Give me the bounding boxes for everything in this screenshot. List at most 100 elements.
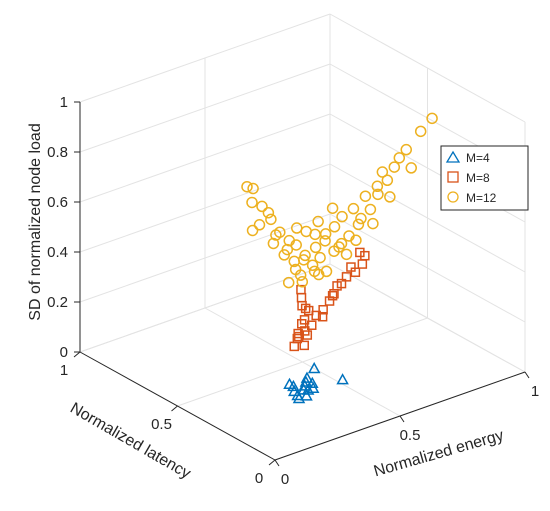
data-point-m4 — [300, 371, 314, 383]
x-tick-mark — [274, 459, 280, 467]
data-point-m12 — [388, 161, 401, 173]
circle-marker-icon — [447, 191, 459, 203]
data-point-m12 — [312, 268, 325, 281]
data-point-m8 — [341, 272, 352, 282]
data-point-m8 — [299, 315, 310, 325]
data-point-m12 — [359, 190, 372, 202]
data-point-m8 — [297, 300, 307, 311]
x-axis-label: Normalized energy — [372, 427, 506, 480]
data-point-m12 — [246, 196, 258, 209]
legend-label-m8: M=8 — [466, 171, 490, 185]
data-point-m12 — [371, 180, 384, 193]
data-point-m12 — [426, 112, 438, 125]
data-point-m4 — [307, 361, 321, 374]
data-point-m12 — [241, 180, 253, 193]
data-point-m12 — [405, 162, 417, 174]
data-point-m8 — [336, 278, 347, 289]
data-point-m12 — [367, 217, 379, 230]
data-point-m12 — [350, 234, 362, 247]
y-tick-label: 1 — [60, 362, 68, 379]
data-point-m12 — [335, 237, 348, 250]
z-tick-label: 0.2 — [47, 294, 68, 311]
data-point-m12 — [336, 210, 348, 223]
data-point-m12 — [256, 200, 268, 213]
data-point-m8 — [346, 262, 356, 272]
data-point-m12 — [282, 276, 295, 289]
data-point-m12 — [364, 203, 377, 216]
data-point-m4 — [292, 392, 306, 404]
y-tick-mark — [171, 405, 178, 412]
data-point-m4 — [283, 377, 296, 389]
data-point-m12 — [384, 191, 396, 203]
data-point-m12 — [246, 224, 259, 237]
data-point-m12 — [393, 152, 406, 164]
data-point-m8 — [318, 305, 328, 315]
data-point-m12 — [414, 125, 427, 138]
data-point-m8 — [307, 320, 317, 330]
data-point-m12 — [314, 251, 326, 264]
legend-item-m8: M=8 — [447, 171, 490, 185]
z-tick-label: 0.8 — [47, 144, 68, 161]
x-tick-label: 0.5 — [400, 427, 421, 444]
data-point-m12 — [340, 248, 353, 261]
x-tick-mark — [524, 371, 530, 379]
data-point-m12 — [274, 226, 286, 238]
data-point-m12 — [400, 143, 412, 156]
y-axis-label: Normalized latency — [67, 400, 193, 483]
data-point-m8 — [293, 331, 304, 342]
z-tick-label: 0.6 — [47, 194, 68, 211]
z-tick-label: 1 — [60, 94, 68, 111]
y-tick-label: 0 — [255, 470, 263, 487]
data-point-m12 — [283, 234, 295, 247]
data-point-m8 — [357, 259, 368, 269]
data-point-m12 — [262, 206, 275, 219]
data-point-m8 — [311, 310, 321, 321]
data-point-m12 — [312, 215, 324, 228]
data-point-m12 — [291, 222, 303, 234]
data-point-m8 — [299, 340, 309, 351]
data-point-m12 — [297, 254, 310, 266]
data-point-m12 — [320, 265, 333, 278]
data-point-m12 — [296, 276, 309, 288]
data-point-m12 — [326, 202, 339, 214]
data-point-m12 — [247, 182, 259, 195]
y-tick-label: 0.5 — [151, 416, 172, 433]
data-point-m12 — [289, 263, 302, 276]
x-tick-label: 0 — [281, 471, 289, 488]
points-layer — [241, 112, 438, 404]
data-point-m12 — [347, 202, 360, 215]
data-point-m12 — [376, 166, 389, 178]
floor-grid-line — [204, 307, 401, 417]
triangle-marker-icon — [445, 150, 461, 163]
z-tick-label: 0 — [60, 344, 68, 361]
data-point-m4 — [287, 379, 300, 392]
square-marker-icon — [447, 171, 459, 183]
data-point-m12 — [278, 249, 290, 261]
data-point-m4 — [297, 383, 310, 395]
z-tick-label: 0.4 — [47, 244, 68, 261]
x-tick-mark — [399, 415, 405, 423]
data-point-m8 — [327, 290, 338, 301]
data-point-m12 — [253, 219, 266, 231]
legend-label-m4: M=4 — [466, 151, 490, 165]
data-point-m8 — [355, 247, 365, 258]
data-point-m4 — [300, 389, 313, 401]
y-tick-mark — [73, 351, 81, 358]
data-point-m12 — [381, 174, 394, 187]
data-point-m12 — [372, 188, 384, 201]
z-axis-label: SD of normalized node load — [27, 123, 44, 320]
data-point-m8 — [360, 250, 370, 261]
data-point-m8 — [296, 292, 307, 303]
data-point-m12 — [355, 212, 367, 225]
legend: M=4 M=8 M=12 — [440, 145, 529, 211]
x-tick-label: 1 — [531, 383, 539, 400]
data-point-m12 — [319, 235, 331, 247]
data-point-m8 — [303, 305, 314, 316]
data-point-m8 — [292, 333, 303, 344]
data-point-m4 — [336, 373, 349, 385]
data-point-m12 — [306, 259, 319, 271]
data-point-m12 — [333, 241, 345, 253]
data-point-m8 — [289, 341, 299, 352]
